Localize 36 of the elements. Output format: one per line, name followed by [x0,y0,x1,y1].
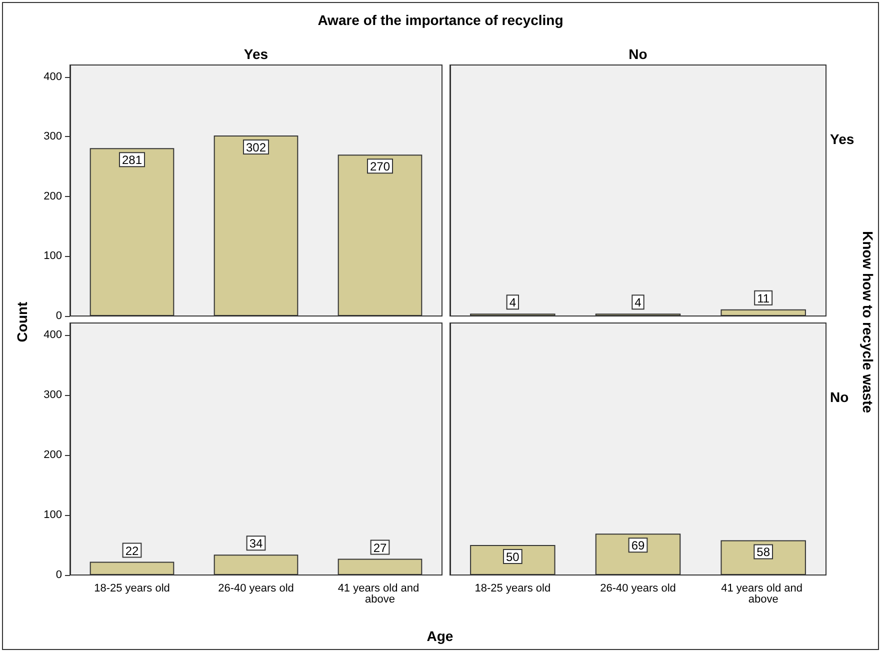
x-tick-label: 26-40 years old [600,582,676,594]
data-label: 281 [122,153,142,168]
y-tick-label: 300 [44,389,62,401]
data-label: 27 [373,540,387,555]
data-label: 4 [509,296,516,310]
x-tick-label: 18-25 years old [474,582,551,594]
y-tick-label: 200 [44,449,62,461]
text: No [830,389,849,405]
data-label: 22 [125,544,139,558]
x-tick-label: 41 years old and above [338,582,422,606]
y-tick-label: 300 [44,130,62,143]
data-label: 302 [246,140,266,155]
data-label: 58 [756,545,770,560]
data-label: 11 [757,291,770,306]
y-tick-label: 400 [44,329,62,341]
data-label: 69 [631,538,645,553]
x-tick-label: 41 years old and above [721,582,806,606]
y-tick-label: 0 [56,569,62,581]
data-label: 50 [506,550,520,564]
data-label: 270 [370,160,390,174]
data-label: 34 [249,536,263,551]
y-tick-label: 200 [44,190,62,202]
x-tick-label: 26-40 years old [218,582,294,594]
y-tick-label: 100 [44,509,62,521]
text: Yes [830,130,854,146]
chart-subtitle: Yes [242,46,270,62]
chart-subtitle: No [628,46,648,62]
data-label: 4 [634,296,642,310]
chart-title: Aware of the importance of recycling [316,12,564,28]
y-tick-label: 0 [56,310,62,322]
x-axis-title: Age [426,628,454,644]
x-tick-label: 18-25 years old [94,582,170,594]
y2-axis-title: Know how to recycle waste [860,230,876,414]
y-tick-label: 100 [44,250,62,262]
y-axis-title: Count [14,302,30,342]
y-tick-label: 400 [44,70,62,83]
